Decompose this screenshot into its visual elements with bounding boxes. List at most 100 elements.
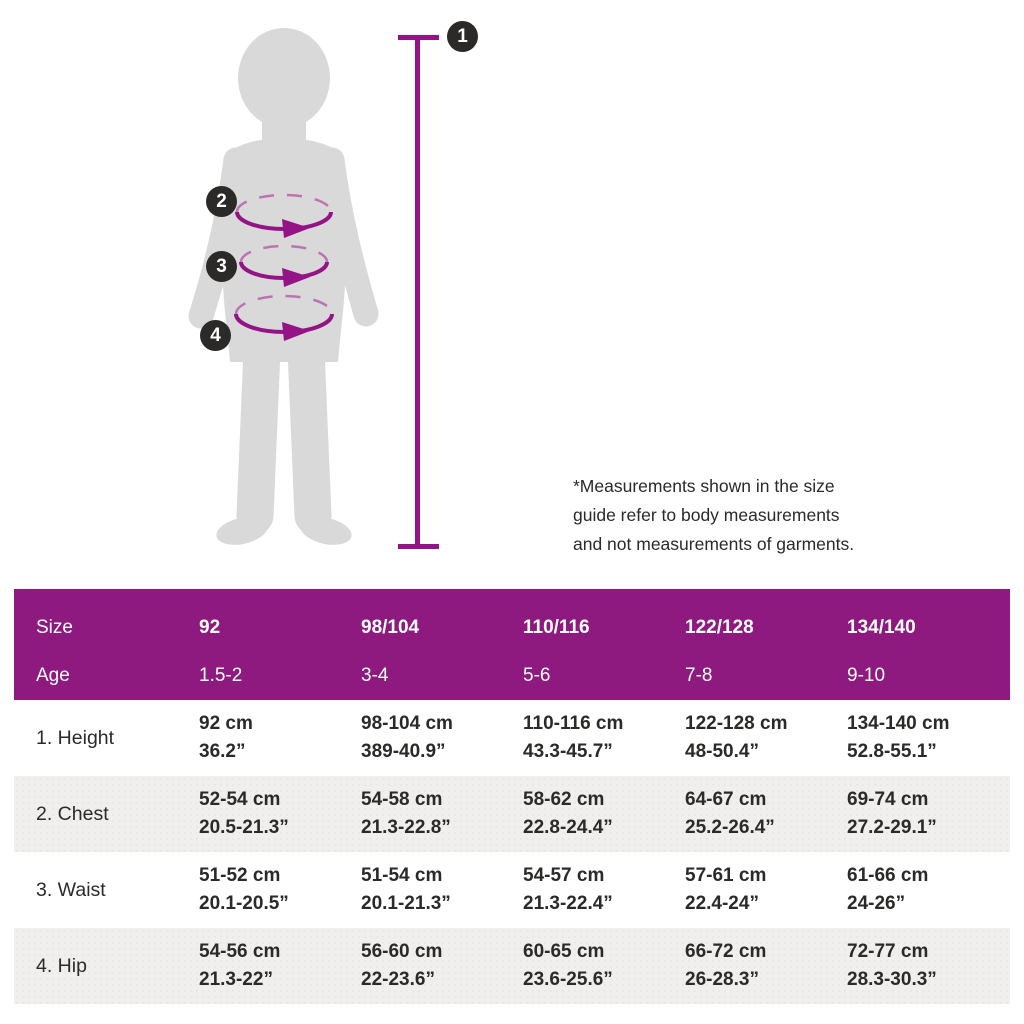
- measurement-note: *Measurements shown in the size guide re…: [573, 472, 854, 559]
- measurement-cell: 98-104 cm 389-40.9”: [361, 710, 523, 766]
- cm-value: 110-116 cm: [523, 713, 624, 734]
- inch-value: 26-28.3”: [685, 969, 759, 990]
- inch-value: 28.3-30.3”: [847, 969, 937, 990]
- cm-value: 92 cm: [199, 713, 253, 734]
- measurement-cell: 56-60 cm 22-23.6”: [361, 938, 523, 994]
- measurement-cell: 52-54 cm 20.5-21.3”: [199, 786, 361, 842]
- cm-value: 57-61 cm: [685, 865, 767, 886]
- age-col-header: 9-10: [847, 665, 886, 686]
- size-row-label: Size: [36, 617, 73, 638]
- table-row-hip: 4. Hip 54-56 cm 21.3-22” 56-60 cm 22-23.…: [14, 928, 1010, 1004]
- measurement-cell: 64-67 cm 25.2-26.4”: [685, 786, 847, 842]
- inch-value: 20.1-20.5”: [199, 893, 289, 914]
- size-table: Size 92 98/104 110/116 122/128 134/140 A…: [14, 589, 1010, 1004]
- age-header-row: Age 1.5-2 3-4 5-6 7-8 9-10: [36, 652, 1010, 700]
- cm-value: 69-74 cm: [847, 789, 929, 810]
- measurement-cell: 69-74 cm 27.2-29.1”: [847, 786, 1010, 842]
- measurement-cell: 54-56 cm 21.3-22”: [199, 938, 361, 994]
- age-row-label: Age: [36, 665, 70, 686]
- cm-value: 134-140 cm: [847, 713, 950, 734]
- inch-value: 52.8-55.1”: [847, 741, 937, 762]
- cm-value: 98-104 cm: [361, 713, 453, 734]
- inch-value: 389-40.9”: [361, 741, 446, 762]
- age-col-header: 1.5-2: [199, 665, 243, 686]
- table-row-chest: 2. Chest 52-54 cm 20.5-21.3” 54-58 cm 21…: [14, 776, 1010, 852]
- measurement-note-line: *Measurements shown in the size: [573, 476, 835, 496]
- measurement-cell: 60-65 cm 23.6-25.6”: [523, 938, 685, 994]
- inch-value: 21.3-22.8”: [361, 817, 451, 838]
- row-label: 2. Chest: [36, 802, 109, 825]
- height-measure-line: [398, 35, 439, 549]
- table-row-waist: 3. Waist 51-52 cm 20.1-20.5” 51-54 cm 20…: [14, 852, 1010, 928]
- cm-value: 61-66 cm: [847, 865, 929, 886]
- marker-2-chest-badge: 2: [206, 186, 237, 217]
- inch-value: 23.6-25.6”: [523, 969, 613, 990]
- measurement-cell: 72-77 cm 28.3-30.3”: [847, 938, 1010, 994]
- age-col-header: 5-6: [523, 665, 551, 686]
- cm-value: 64-67 cm: [685, 789, 767, 810]
- measurement-cell: 92 cm 36.2”: [199, 710, 361, 766]
- cm-value: 72-77 cm: [847, 941, 929, 962]
- size-col-header: 110/116: [523, 617, 590, 638]
- waist-measure-ellipse: [239, 244, 329, 287]
- hip-arrowhead-icon: [282, 322, 310, 341]
- row-label: 1. Height: [36, 726, 115, 749]
- cm-value: 122-128 cm: [685, 713, 788, 734]
- measurement-note-line: and not measurements of garments.: [573, 534, 855, 554]
- inch-value: 21.3-22”: [199, 969, 273, 990]
- chest-measure-ellipse: [235, 193, 333, 238]
- hip-measure-ellipse: [234, 294, 334, 341]
- inch-value: 48-50.4”: [685, 741, 759, 762]
- cm-value: 52-54 cm: [199, 789, 281, 810]
- size-col-header: 92: [199, 617, 221, 638]
- measurement-cell: 66-72 cm 26-28.3”: [685, 938, 847, 994]
- measurement-cell: 122-128 cm 48-50.4”: [685, 710, 847, 766]
- marker-1-height-badge: 1: [447, 21, 478, 52]
- measurement-cell: 58-62 cm 22.8-24.4”: [523, 786, 685, 842]
- table-row-height: 1. Height 92 cm 36.2” 98-104 cm 389-40.9…: [14, 700, 1010, 776]
- measurement-cell: 54-58 cm 21.3-22.8”: [361, 786, 523, 842]
- age-col-header: 3-4: [361, 665, 389, 686]
- row-label: 3. Waist: [36, 878, 106, 901]
- cm-value: 51-52 cm: [199, 865, 281, 886]
- inch-value: 25.2-26.4”: [685, 817, 775, 838]
- inch-value: 22.8-24.4”: [523, 817, 613, 838]
- measurement-diagram: [188, 28, 439, 549]
- inch-value: 43.3-45.7”: [523, 741, 613, 762]
- cm-value: 51-54 cm: [361, 865, 443, 886]
- chest-arrowhead-icon: [282, 219, 310, 238]
- size-col-header: 98/104: [361, 617, 420, 638]
- cm-value: 60-65 cm: [523, 941, 605, 962]
- inch-value: 20.1-21.3”: [361, 893, 451, 914]
- cm-value: 58-62 cm: [523, 789, 605, 810]
- measurement-cell: 54-57 cm 21.3-22.4”: [523, 862, 685, 918]
- inch-value: 22-23.6”: [361, 969, 435, 990]
- measurement-note-line: guide refer to body measurements: [573, 505, 840, 525]
- measurement-cell: 110-116 cm 43.3-45.7”: [523, 710, 685, 766]
- waist-arrowhead-icon: [282, 268, 310, 287]
- age-col-header: 7-8: [685, 665, 713, 686]
- cm-value: 56-60 cm: [361, 941, 443, 962]
- marker-4-hip-badge: 4: [200, 320, 231, 351]
- measurement-cell: 134-140 cm 52.8-55.1”: [847, 710, 1010, 766]
- measurement-cell: 57-61 cm 22.4-24”: [685, 862, 847, 918]
- inch-value: 21.3-22.4”: [523, 893, 613, 914]
- size-table-header: Size 92 98/104 110/116 122/128 134/140 A…: [14, 589, 1010, 700]
- cm-value: 54-58 cm: [361, 789, 443, 810]
- measurement-cell: 51-52 cm 20.1-20.5”: [199, 862, 361, 918]
- cm-value: 54-56 cm: [199, 941, 281, 962]
- size-col-header: 122/128: [685, 617, 754, 638]
- measurement-cell: 51-54 cm 20.1-21.3”: [361, 862, 523, 918]
- cm-value: 54-57 cm: [523, 865, 605, 886]
- inch-value: 22.4-24”: [685, 893, 759, 914]
- inch-value: 36.2”: [199, 741, 246, 762]
- cm-value: 66-72 cm: [685, 941, 767, 962]
- inch-value: 24-26”: [847, 893, 906, 914]
- inch-value: 27.2-29.1”: [847, 817, 937, 838]
- child-silhouette-graphic: [188, 28, 379, 545]
- size-header-row: Size 92 98/104 110/116 122/128 134/140: [36, 604, 1010, 652]
- marker-3-waist-badge: 3: [206, 251, 237, 282]
- size-col-header: 134/140: [847, 617, 916, 638]
- row-label: 4. Hip: [36, 954, 87, 977]
